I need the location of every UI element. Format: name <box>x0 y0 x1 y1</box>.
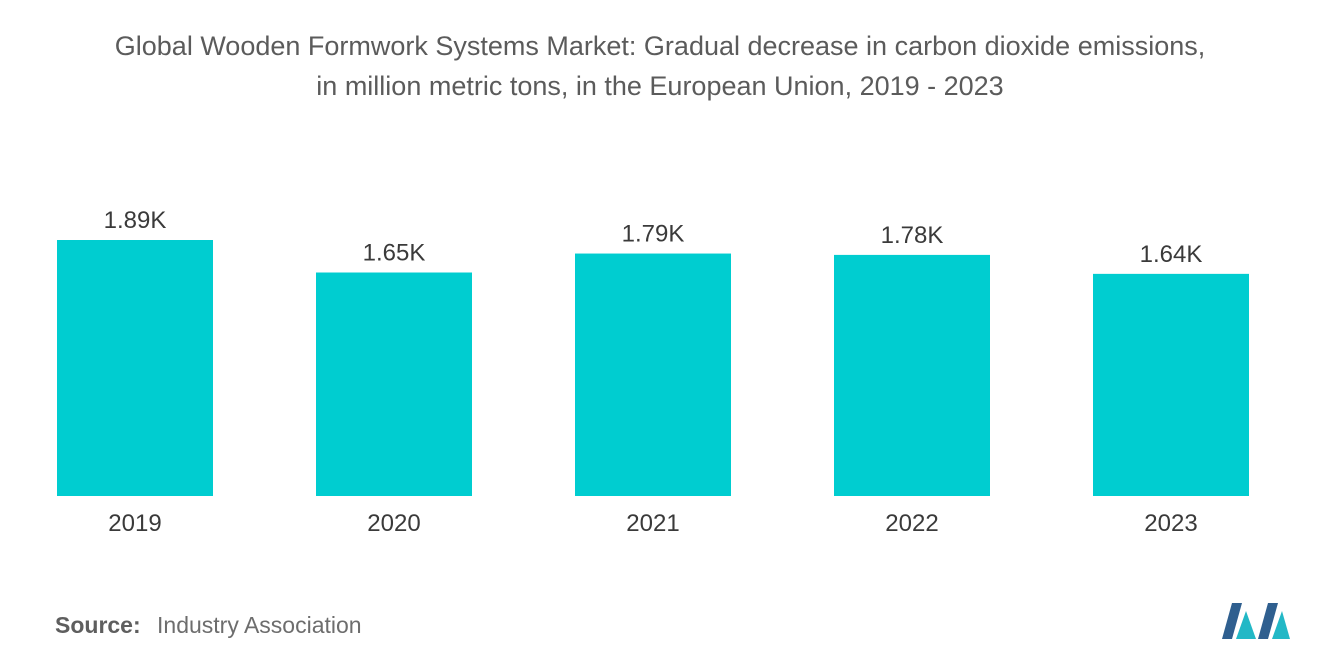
chart-title: Global Wooden Formwork Systems Market: G… <box>0 26 1320 106</box>
x-tick-label-2020: 2020 <box>367 510 420 537</box>
chart-title-line-1: Global Wooden Formwork Systems Market: G… <box>114 31 1206 61</box>
brand-logo-icon <box>1222 603 1290 639</box>
data-label-2021: 1.79K <box>622 221 685 248</box>
bar-2020 <box>316 272 472 496</box>
x-tick-label-2019: 2019 <box>108 510 161 537</box>
chart-title-line-2: in million metric tons, in the European … <box>316 71 1004 101</box>
x-tick-label-2022: 2022 <box>885 510 938 537</box>
x-tick-label-2023: 2023 <box>1144 510 1197 537</box>
source-label: Source: <box>55 612 141 638</box>
x-tick-label-2021: 2021 <box>626 510 679 537</box>
bar-2023 <box>1093 273 1249 496</box>
bar-2019 <box>57 240 213 496</box>
data-label-2020: 1.65K <box>363 240 426 267</box>
data-label-2019: 1.89K <box>104 207 167 234</box>
bar-2021 <box>575 253 731 496</box>
bar-2022 <box>834 254 990 496</box>
data-label-2023: 1.64K <box>1140 241 1203 268</box>
source-text: Industry Association <box>157 612 362 638</box>
source-note: Source: Industry Association <box>55 612 362 639</box>
data-label-2022: 1.78K <box>881 222 944 249</box>
